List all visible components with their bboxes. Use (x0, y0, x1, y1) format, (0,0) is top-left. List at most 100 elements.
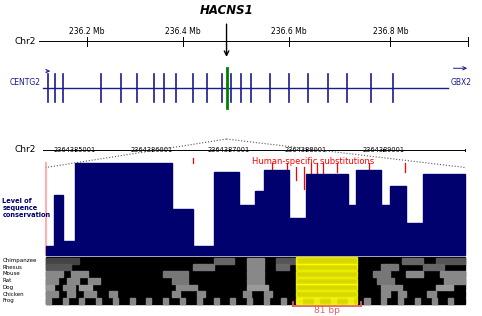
Bar (381, 204, 389, 255)
Bar (247, 278, 264, 284)
Bar (297, 298, 302, 304)
Bar (63, 285, 75, 290)
Bar (255, 191, 264, 255)
Bar (113, 298, 118, 304)
Bar (406, 223, 423, 255)
Text: Dog: Dog (2, 285, 13, 290)
Bar (381, 298, 386, 304)
Bar (389, 186, 406, 255)
Bar (314, 298, 319, 304)
Bar (46, 264, 465, 270)
Text: Chicken: Chicken (2, 292, 24, 296)
Bar (402, 258, 423, 264)
Text: GBX2: GBX2 (451, 78, 472, 87)
Text: HACNS1: HACNS1 (200, 4, 254, 17)
Text: 236.4 Mb: 236.4 Mb (165, 27, 201, 36)
Text: 2364389001: 2364389001 (362, 147, 404, 153)
Bar (431, 298, 437, 304)
Bar (172, 278, 188, 284)
Bar (172, 291, 180, 297)
Bar (247, 285, 268, 290)
Text: Mouse: Mouse (2, 271, 20, 276)
Bar (63, 241, 75, 255)
Bar (180, 298, 185, 304)
Bar (46, 291, 465, 297)
Text: Rat: Rat (2, 278, 12, 283)
Text: 2364386001: 2364386001 (131, 147, 173, 153)
Bar (348, 298, 353, 304)
Bar (163, 298, 168, 304)
Text: 2364387001: 2364387001 (208, 147, 250, 153)
Bar (264, 291, 272, 297)
Bar (296, 284, 357, 290)
Bar (277, 264, 289, 270)
Bar (54, 195, 63, 255)
Text: 2364385001: 2364385001 (54, 147, 96, 153)
Bar (172, 209, 192, 255)
Bar (63, 298, 67, 304)
Bar (306, 174, 348, 255)
Bar (163, 271, 188, 277)
Bar (88, 278, 100, 284)
Bar (448, 298, 454, 304)
Bar (364, 298, 370, 304)
Bar (296, 258, 357, 264)
Bar (373, 271, 389, 277)
Bar (83, 291, 96, 297)
Bar (46, 258, 465, 264)
Bar (440, 271, 465, 277)
Bar (46, 291, 58, 297)
Bar (176, 285, 197, 290)
Bar (381, 264, 398, 270)
Bar (264, 170, 289, 255)
Bar (46, 284, 465, 290)
Bar (46, 264, 71, 270)
Bar (46, 277, 465, 284)
Bar (197, 291, 205, 297)
Bar (46, 246, 54, 255)
Bar (406, 271, 423, 277)
Bar (75, 163, 172, 255)
Bar (46, 258, 80, 264)
Bar (247, 298, 252, 304)
Bar (230, 298, 235, 304)
Bar (67, 278, 80, 284)
Bar (247, 271, 264, 277)
Bar (71, 271, 88, 277)
Bar (398, 298, 403, 304)
Bar (80, 298, 84, 304)
Bar (281, 298, 286, 304)
Bar (46, 271, 63, 277)
Bar (381, 285, 402, 290)
Bar (296, 291, 357, 297)
Bar (296, 264, 357, 270)
Text: Rhesus: Rhesus (2, 265, 22, 270)
Bar (444, 278, 465, 284)
Text: 236.6 Mb: 236.6 Mb (271, 27, 307, 36)
Text: Human-specific substitutions: Human-specific substitutions (252, 157, 375, 166)
Bar (193, 246, 214, 255)
Text: 81 bp: 81 bp (314, 307, 340, 315)
Bar (147, 298, 151, 304)
Text: Frog: Frog (2, 298, 14, 303)
Text: 2364388001: 2364388001 (285, 147, 327, 153)
Bar (381, 291, 389, 297)
Bar (46, 278, 58, 284)
Bar (423, 264, 444, 270)
Bar (423, 174, 465, 255)
Bar (214, 258, 235, 264)
Text: Chr2: Chr2 (14, 145, 36, 154)
Bar (67, 291, 75, 297)
Bar (356, 170, 381, 255)
Bar (46, 271, 465, 277)
Bar (247, 264, 264, 270)
Bar (296, 277, 357, 284)
Bar (415, 298, 420, 304)
Bar (436, 285, 453, 290)
Text: Level of
sequence
conservation: Level of sequence conservation (2, 198, 51, 218)
Bar (46, 298, 465, 304)
Bar (239, 204, 255, 255)
Bar (331, 298, 336, 304)
Bar (46, 298, 51, 304)
Bar (109, 291, 117, 297)
